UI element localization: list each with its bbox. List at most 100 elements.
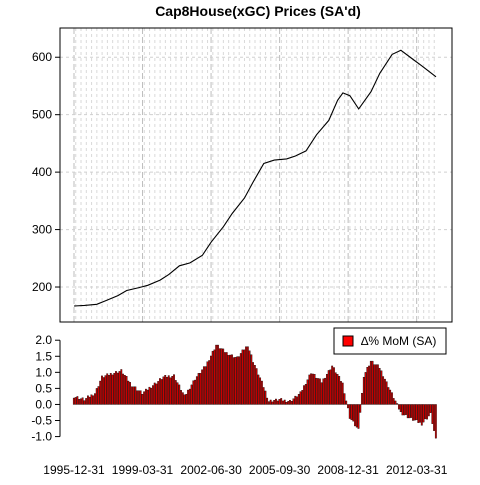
bar bbox=[399, 404, 402, 413]
bar bbox=[137, 390, 140, 405]
bar bbox=[268, 401, 270, 405]
bar bbox=[257, 374, 260, 405]
plot-frame bbox=[59, 27, 453, 323]
bar bbox=[320, 382, 323, 405]
bar bbox=[157, 381, 160, 405]
bar bbox=[318, 378, 321, 405]
bar bbox=[264, 390, 267, 405]
x-tick-label: 2002-06-30 bbox=[180, 463, 242, 477]
bar bbox=[322, 378, 325, 405]
bar bbox=[294, 395, 297, 405]
bar bbox=[225, 352, 228, 405]
bar bbox=[243, 349, 246, 405]
bar bbox=[169, 377, 172, 405]
bar bbox=[329, 369, 332, 405]
bar bbox=[341, 382, 344, 405]
bar bbox=[134, 386, 137, 405]
bar bbox=[266, 397, 269, 405]
legend-label: ∆% MoM (SA) bbox=[361, 334, 436, 348]
bar bbox=[201, 369, 204, 405]
bar bbox=[260, 380, 263, 405]
bar bbox=[143, 391, 146, 405]
bar bbox=[382, 376, 385, 405]
bar bbox=[334, 372, 337, 405]
bar bbox=[183, 394, 186, 405]
y-tick-label: 1.5 bbox=[35, 349, 52, 363]
bar bbox=[369, 360, 372, 405]
bar bbox=[343, 393, 346, 405]
bar bbox=[413, 404, 416, 421]
x-tick-label: 1999-03-31 bbox=[112, 463, 174, 477]
bar bbox=[325, 374, 328, 405]
bar bbox=[422, 404, 425, 423]
bar bbox=[324, 377, 327, 405]
y-tick-label: -0.5 bbox=[31, 414, 52, 428]
bar bbox=[95, 388, 98, 405]
bar bbox=[162, 376, 165, 405]
bar bbox=[419, 404, 421, 423]
bar bbox=[90, 394, 93, 405]
bar bbox=[357, 404, 360, 429]
bar bbox=[269, 399, 272, 405]
bar bbox=[371, 360, 374, 405]
bar bbox=[415, 404, 418, 421]
bar bbox=[403, 404, 406, 416]
legend-swatch bbox=[342, 335, 354, 347]
bar bbox=[383, 378, 386, 405]
y-tick-label: 300 bbox=[32, 223, 52, 237]
bar bbox=[111, 374, 114, 405]
bar bbox=[164, 375, 167, 405]
bar bbox=[113, 373, 116, 405]
bar bbox=[204, 366, 207, 405]
bar bbox=[336, 374, 339, 405]
bar bbox=[210, 355, 212, 405]
bar bbox=[348, 404, 351, 419]
bar bbox=[148, 386, 151, 405]
y-tick-label: 600 bbox=[32, 50, 52, 64]
bar bbox=[76, 396, 79, 405]
bar bbox=[197, 373, 200, 405]
bar bbox=[129, 382, 131, 405]
bar bbox=[202, 366, 205, 405]
bar bbox=[127, 380, 130, 405]
bar bbox=[376, 364, 379, 405]
bar bbox=[188, 388, 191, 405]
bar bbox=[208, 360, 211, 405]
bar bbox=[313, 374, 316, 405]
bar bbox=[92, 395, 95, 405]
bar bbox=[285, 402, 288, 405]
bar bbox=[378, 367, 381, 405]
bar bbox=[308, 374, 311, 405]
bar bbox=[392, 398, 395, 405]
bar bbox=[361, 393, 363, 405]
bar bbox=[104, 375, 107, 405]
bar bbox=[368, 365, 370, 405]
bar bbox=[187, 389, 189, 405]
bar bbox=[315, 377, 318, 405]
bar bbox=[123, 375, 126, 405]
bar bbox=[125, 376, 128, 405]
bar bbox=[394, 400, 397, 405]
bar bbox=[215, 344, 218, 405]
bar bbox=[217, 344, 219, 405]
bar bbox=[238, 356, 240, 405]
bar bbox=[327, 370, 330, 405]
bar bbox=[171, 376, 174, 405]
bar bbox=[364, 372, 367, 405]
bar bbox=[206, 361, 209, 405]
bar bbox=[181, 392, 184, 405]
bar bbox=[180, 390, 182, 405]
y-tick-label: 0.0 bbox=[35, 397, 52, 411]
bar bbox=[401, 404, 404, 416]
bar bbox=[220, 348, 223, 405]
bar bbox=[434, 404, 437, 439]
bar bbox=[278, 399, 281, 405]
bar bbox=[120, 369, 123, 405]
bar bbox=[199, 373, 202, 405]
bar bbox=[410, 404, 413, 418]
bar bbox=[303, 385, 305, 405]
bar bbox=[350, 404, 353, 421]
bar bbox=[224, 352, 226, 405]
bar bbox=[253, 365, 256, 405]
bar bbox=[354, 404, 356, 427]
